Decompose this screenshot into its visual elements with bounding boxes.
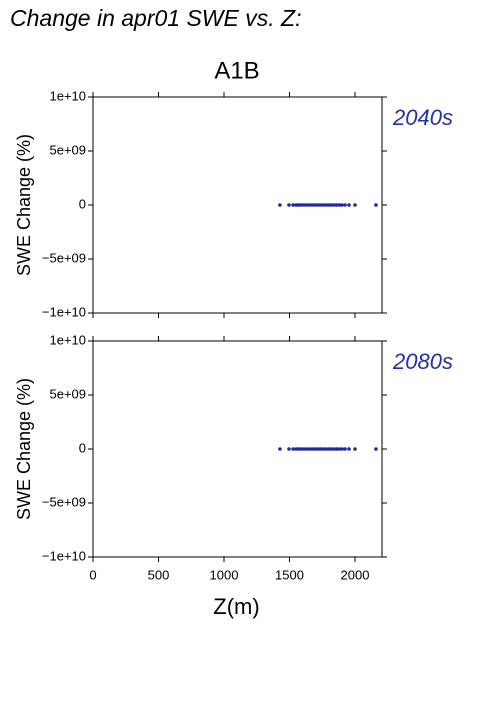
data-point [343,447,347,451]
y-tick-label: 5e+09 [49,142,86,157]
data-point [337,203,342,207]
page-title: Change in apr01 SWE vs. Z: [10,5,301,31]
data-point [337,447,342,451]
data-point [316,447,321,451]
y-tick-label: −1e+10 [42,548,86,563]
panel-label: 2080s [392,349,453,374]
y-tick-label: −5e+09 [42,250,86,265]
data-point [311,447,315,451]
x-axis-label: Z(m) [213,594,259,619]
data-point [321,447,326,451]
data-point [278,447,282,451]
y-tick-label: −5e+09 [42,494,86,509]
data-point [298,203,302,207]
data-point [332,447,336,451]
y-tick-label: 0 [79,196,86,211]
data-point [319,203,323,207]
data-point [291,447,295,451]
data-point [329,447,334,451]
data-point [287,447,291,451]
data-point [291,203,295,207]
data-point [303,203,308,207]
data-point [340,203,344,207]
data-point [347,203,351,207]
data-point [327,447,331,451]
data-point [308,447,313,451]
data-point [329,203,334,207]
data-point [306,447,310,451]
y-axis-label: SWE Change (%) [14,378,34,520]
data-point [334,447,339,451]
data-point [347,447,351,451]
data-point [332,203,336,207]
x-tick-label: 0 [89,567,96,582]
x-tick-label: 500 [148,567,170,582]
data-point [321,203,326,207]
data-point [340,447,344,451]
data-point [306,203,310,207]
panel-label: 2040s [392,105,453,130]
data-point [374,203,378,207]
data-point [303,447,308,451]
chart-subtitle: A1B [214,57,259,84]
data-point [327,203,331,207]
data-point [300,447,305,451]
y-tick-label: 5e+09 [49,386,86,401]
data-point [278,203,282,207]
data-point [308,203,313,207]
x-tick-label: 1000 [210,567,239,582]
data-point [313,203,318,207]
data-point [316,203,321,207]
data-point [313,447,318,451]
data-point [324,447,328,451]
data-point [287,203,291,207]
data-point [319,447,323,451]
data-point [374,447,378,451]
data-point [353,447,357,451]
x-tick-label: 2000 [341,567,370,582]
y-tick-label: 1e+10 [49,88,86,103]
y-axis-label: SWE Change (%) [14,134,34,276]
y-tick-label: 0 [79,440,86,455]
y-tick-label: 1e+10 [49,332,86,347]
data-point [311,203,315,207]
data-point [298,447,302,451]
x-tick-label: 1500 [275,567,304,582]
data-point [334,203,339,207]
y-tick-label: −1e+10 [42,304,86,319]
data-point [300,203,305,207]
data-point [353,203,357,207]
data-point [324,203,328,207]
data-point [343,203,347,207]
